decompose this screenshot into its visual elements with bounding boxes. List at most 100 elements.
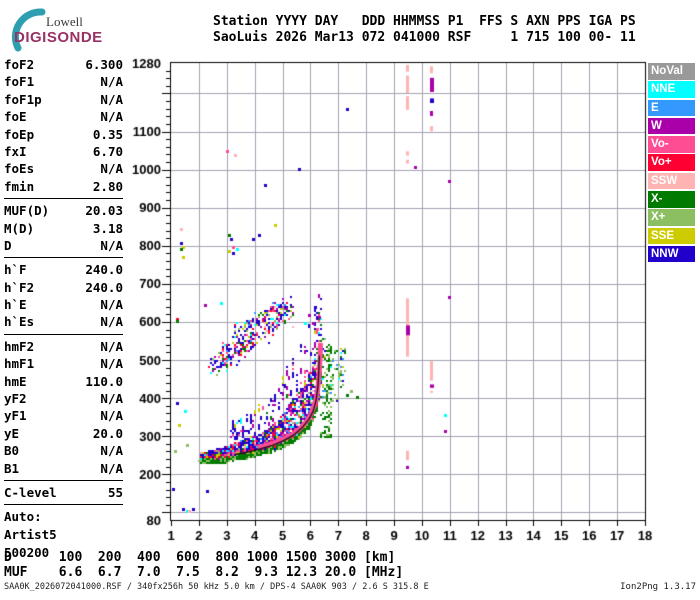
legend-item-w: W	[648, 117, 695, 135]
param-label: yF1	[4, 408, 27, 424]
param-row: MUF(D) 20.03	[4, 202, 123, 219]
param-row: hmF1 N/A	[4, 355, 123, 372]
param-row: M(D) 3.18	[4, 220, 123, 237]
status-line: SAA0K_2026072041000.RSF / 340fx256h 50 k…	[4, 582, 429, 592]
header-line2: SaoLuis 2026 Mar13 072 041000 RSF 1 715 …	[213, 30, 636, 45]
param-row: h`E N/A	[4, 296, 123, 313]
param-label: MUF(D)	[4, 203, 50, 219]
param-row: h`F 240.0	[4, 261, 123, 278]
param-value: 6.300	[85, 57, 123, 72]
digisonde-logo: Lowell DIGISONDE	[6, 6, 121, 52]
param-value: N/A	[100, 74, 123, 90]
logo-lowell-text: Lowell	[46, 14, 83, 29]
param-label: foF2	[4, 57, 35, 72]
panel-divider	[4, 198, 123, 200]
param-value: N/A	[100, 460, 123, 476]
param-value: N/A	[100, 297, 123, 313]
param-value: N/A	[100, 109, 123, 125]
param-label: foEp	[4, 126, 35, 142]
legend-item-ssw: SSW	[648, 172, 695, 190]
param-value: 2.80	[92, 178, 123, 194]
param-value: 55	[107, 484, 123, 500]
param-value: 0.35	[92, 126, 123, 142]
panel-footer-row: 500200	[4, 545, 50, 561]
param-row: yE 20.0	[4, 425, 123, 442]
param-row: B0 N/A	[4, 442, 123, 459]
param-label: h`F2	[4, 279, 35, 295]
param-label: h`Es	[4, 314, 35, 330]
param-label: D	[4, 237, 12, 253]
legend-item-x: X+	[648, 209, 695, 226]
param-label: B0	[4, 443, 20, 459]
panel-divider	[4, 333, 123, 335]
param-row: foEp 0.35	[4, 126, 123, 143]
param-value: 6.70	[92, 143, 123, 159]
legend-item-nnw: NNW	[648, 245, 695, 263]
station-header: Station YYYY DAY DDD HHMMSS P1 FFS S AXN…	[213, 14, 636, 46]
param-row: foF1 N/A	[4, 73, 123, 90]
param-row: fmin 2.80	[4, 178, 123, 195]
param-label: foF1p	[4, 91, 42, 107]
param-label: B1	[4, 460, 20, 476]
panel-divider	[4, 479, 123, 481]
param-row: yF1 N/A	[4, 407, 123, 424]
param-value: 240.0	[85, 279, 123, 295]
param-row: h`F2 240.0	[4, 279, 123, 296]
legend-item-vo: Vo+	[648, 154, 695, 171]
param-value: N/A	[100, 338, 123, 354]
legend-item-vo: Vo-	[648, 136, 695, 153]
param-row: fxI 6.70	[4, 143, 123, 160]
param-value: 110.0	[85, 373, 123, 389]
param-value: N/A	[100, 314, 123, 330]
param-value: N/A	[100, 408, 123, 424]
param-value: 3.18	[92, 220, 123, 236]
header-line1: Station YYYY DAY DDD HHMMSS P1 FFS S AXN…	[213, 14, 636, 29]
param-row: h`Es N/A	[4, 313, 123, 330]
param-row: foF2 6.300	[4, 56, 123, 73]
panel-footer-row: Auto:	[4, 509, 42, 525]
param-value: N/A	[100, 237, 123, 253]
parameter-panel: foF2 6.300 foF1 N/A foF1p N/A foE N/A foEp 0.35 fx…	[4, 56, 123, 562]
param-label: fmin	[4, 178, 35, 194]
param-value: N/A	[100, 443, 123, 459]
legend-item-nne: NNE	[648, 81, 695, 98]
param-value: 20.0	[92, 425, 123, 441]
param-row: hmF2 N/A	[4, 338, 123, 355]
param-label: h`F	[4, 262, 27, 278]
param-label: h`E	[4, 297, 27, 313]
legend-item-x: X-	[648, 191, 695, 208]
logo-arc-icon	[11, 8, 46, 52]
param-row: D N/A	[4, 237, 123, 254]
d-row: D 100 200 400 600 800 1000 1500 3000 [km…	[4, 550, 396, 565]
param-value: N/A	[100, 161, 123, 177]
muf-table: D 100 200 400 600 800 1000 1500 3000 [km…	[4, 550, 403, 580]
param-row: yF2 N/A	[4, 390, 123, 407]
param-value: N/A	[100, 91, 123, 107]
param-row: B1 N/A	[4, 460, 123, 477]
legend-item-noval: NoVal	[648, 63, 695, 80]
param-label: fxI	[4, 143, 27, 159]
panel-footer-row: Artist5	[4, 527, 57, 543]
logo-digisonde-text: DIGISONDE	[14, 29, 103, 46]
param-label: foE	[4, 109, 27, 125]
param-value: N/A	[100, 391, 123, 407]
param-row: foE N/A	[4, 108, 123, 125]
version-label: Ion2Png 1.3.17	[620, 582, 696, 592]
legend-item-sse: SSE	[648, 227, 695, 245]
param-label: M(D)	[4, 220, 35, 236]
param-label: yE	[4, 425, 20, 441]
param-value: 20.03	[85, 203, 123, 219]
param-label: foF1	[4, 74, 35, 90]
param-label: hmF2	[4, 338, 35, 354]
direction-legend: NoVal NNE E W Vo- Vo+ SSW X- X+ SSE NNW	[648, 63, 695, 264]
param-row: C-level 55	[4, 484, 123, 501]
param-row: hmE 110.0	[4, 373, 123, 390]
param-label: C-level	[4, 484, 57, 500]
param-label: hmE	[4, 373, 27, 389]
param-label: hmF1	[4, 356, 35, 372]
param-row: foEs N/A	[4, 160, 123, 177]
panel-divider	[4, 257, 123, 259]
param-label: foEs	[4, 161, 35, 177]
